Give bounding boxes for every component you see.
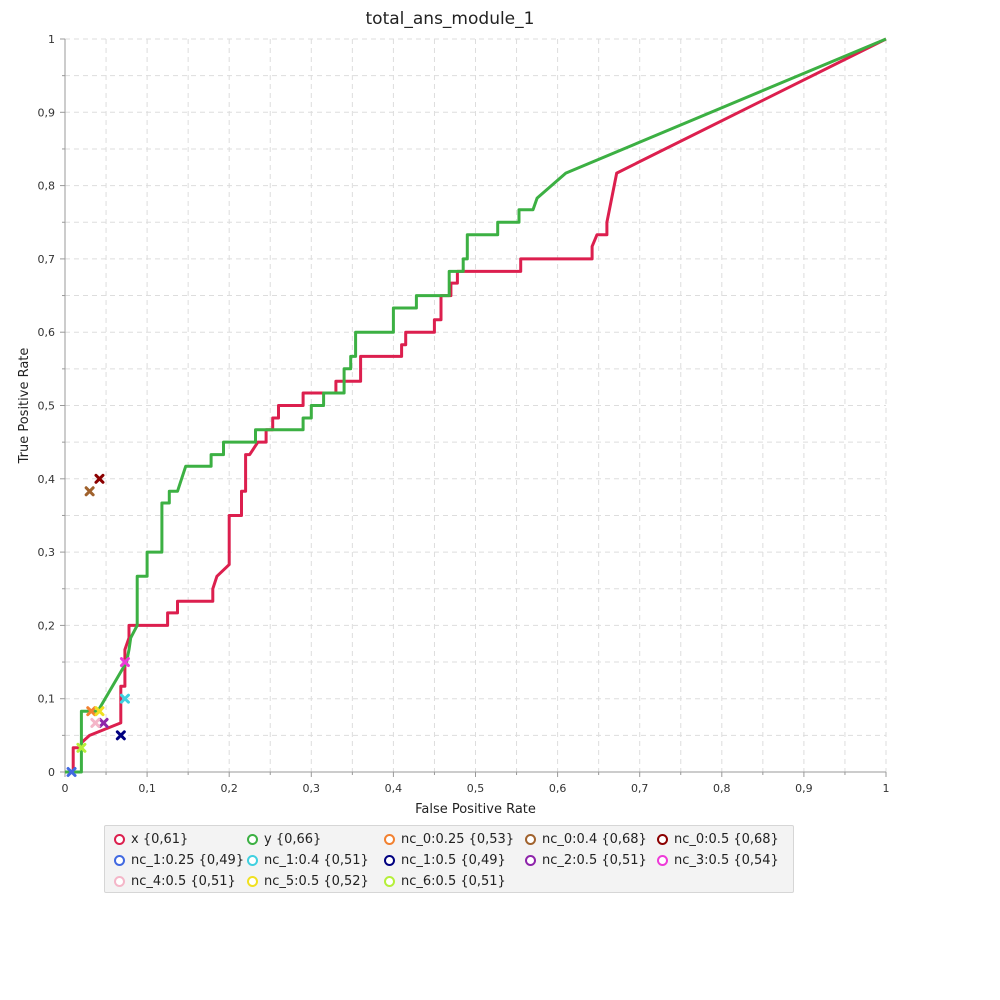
x-tick-label: 0,2 — [220, 782, 238, 795]
legend-marker-icon — [247, 854, 258, 866]
legend-item-nc-4-0-5-0-51[interactable]: nc_4:0.5 {0,51} — [114, 872, 236, 890]
legend-label: nc_1:0.5 {0,49} — [401, 852, 506, 868]
point-marker-nc-5-0-5-0-52 — [94, 706, 105, 717]
legend-marker-icon — [384, 875, 395, 887]
x-tick-label: 0,4 — [385, 782, 403, 795]
series-line-y-0-66 — [65, 37, 887, 774]
legend-marker-icon — [114, 833, 125, 845]
y-tick-label: 0,2 — [38, 619, 56, 632]
y-tick-label: 0 — [48, 766, 55, 779]
x-axis-title: False Positive Rate — [415, 802, 536, 817]
y-tick-label: 0,6 — [38, 326, 56, 339]
legend-marker-icon — [384, 833, 395, 845]
point-marker-nc-6-0-5-0-51 — [76, 742, 87, 753]
legend-label: nc_1:0.4 {0,51} — [264, 852, 369, 868]
x-tick-label: 0,9 — [795, 782, 813, 795]
legend-label: nc_5:0.5 {0,52} — [264, 873, 369, 889]
legend-marker-icon — [247, 833, 258, 845]
x-tick-label: 0,6 — [549, 782, 567, 795]
x-tick-label: 0,5 — [467, 782, 485, 795]
legend-label: nc_0:0.5 {0,68} — [674, 831, 779, 847]
point-marker-nc-1-0-4-0-51 — [119, 693, 130, 704]
y-tick-label: 0,7 — [38, 253, 56, 266]
ticks: 0 0,1 0,2 0,3 0,4 0,5 0,6 0,7 0,8 0,9 1 0 0,1 0,2 0,3 0… — [38, 33, 890, 795]
legend-item-nc-1-0-25-0-49[interactable]: nc_1:0.25 {0,49} — [114, 851, 244, 869]
legend-label: y {0,66} — [264, 831, 322, 847]
legend-item-nc-0-0-25-0-53[interactable]: nc_0:0.25 {0,53} — [384, 830, 514, 848]
legend-item-nc-1-0-4-0-51[interactable]: nc_1:0.4 {0,51} — [247, 851, 369, 869]
x-tick-label: 0 — [62, 782, 69, 795]
y-axis-title: True Positive Rate — [17, 348, 32, 465]
point-marker-nc-0-0-5-0-68 — [94, 473, 105, 484]
legend-label: nc_0:0.4 {0,68} — [542, 831, 647, 847]
point-marker-nc-1-0-25-0-49 — [66, 767, 77, 777]
point-marker-nc-3-0-5-0-54 — [119, 657, 130, 668]
y-tick-label: 0,9 — [38, 106, 56, 119]
grid — [65, 38, 887, 772]
legend: x {0,61} y {0,66} nc_0:0.25 {0,53} nc_0:0.4… — [104, 825, 794, 893]
legend-item-nc-0-0-5-0-68[interactable]: nc_0:0.5 {0,68} — [657, 830, 779, 848]
y-tick-label: 0,1 — [38, 693, 56, 706]
x-tick-label: 0,7 — [631, 782, 649, 795]
x-tick-label: 0,1 — [138, 782, 156, 795]
legend-marker-icon — [114, 875, 125, 887]
legend-item-nc-6-0-5-0-51[interactable]: nc_6:0.5 {0,51} — [384, 872, 506, 890]
legend-marker-icon — [525, 833, 536, 845]
series-line-x-0-61 — [65, 37, 887, 774]
legend-item-nc-0-0-4-0-68[interactable]: nc_0:0.4 {0,68} — [525, 830, 647, 848]
y-tick-label: 1 — [48, 33, 55, 46]
legend-label: nc_0:0.25 {0,53} — [401, 831, 515, 847]
legend-item-x-0-61[interactable]: x {0,61} — [114, 830, 188, 848]
point-marker-nc-0-0-4-0-68 — [84, 486, 95, 497]
y-tick-label: 0,5 — [38, 400, 56, 413]
legend-item-nc-1-0-5-0-49[interactable]: nc_1:0.5 {0,49} — [384, 851, 506, 869]
y-tick-label: 0,4 — [38, 473, 56, 486]
point-marker-nc-0-0-25-0-53 — [86, 706, 97, 717]
point-marker-nc-1-0-5-0-49 — [115, 730, 126, 741]
y-tick-label: 0,3 — [38, 546, 56, 559]
chart-title: total_ans_module_1 — [366, 9, 535, 29]
legend-item-nc-3-0-5-0-54[interactable]: nc_3:0.5 {0,54} — [657, 851, 779, 869]
legend-marker-icon — [114, 854, 125, 866]
series — [65, 37, 887, 777]
legend-marker-icon — [525, 854, 536, 866]
legend-marker-icon — [657, 854, 668, 866]
point-marker-nc-2-0-5-0-51 — [98, 717, 109, 728]
legend-marker-icon — [247, 875, 258, 887]
x-tick-label: 0,3 — [303, 782, 321, 795]
legend-label: nc_2:0.5 {0,51} — [542, 852, 647, 868]
point-marker-nc-4-0-5-0-51 — [90, 717, 101, 728]
legend-label: nc_6:0.5 {0,51} — [401, 873, 506, 889]
y-tick-label: 0,8 — [38, 180, 56, 193]
legend-item-y-0-66[interactable]: y {0,66} — [247, 830, 321, 848]
legend-marker-icon — [657, 833, 668, 845]
x-tick-label: 1 — [883, 782, 890, 795]
legend-label: nc_1:0.25 {0,49} — [131, 852, 245, 868]
legend-label: nc_4:0.5 {0,51} — [131, 873, 236, 889]
legend-label: x {0,61} — [131, 831, 189, 847]
legend-marker-icon — [384, 854, 395, 866]
legend-item-nc-5-0-5-0-52[interactable]: nc_5:0.5 {0,52} — [247, 872, 369, 890]
x-tick-label: 0,8 — [713, 782, 731, 795]
legend-item-nc-2-0-5-0-51[interactable]: nc_2:0.5 {0,51} — [525, 851, 647, 869]
legend-label: nc_3:0.5 {0,54} — [674, 852, 779, 868]
